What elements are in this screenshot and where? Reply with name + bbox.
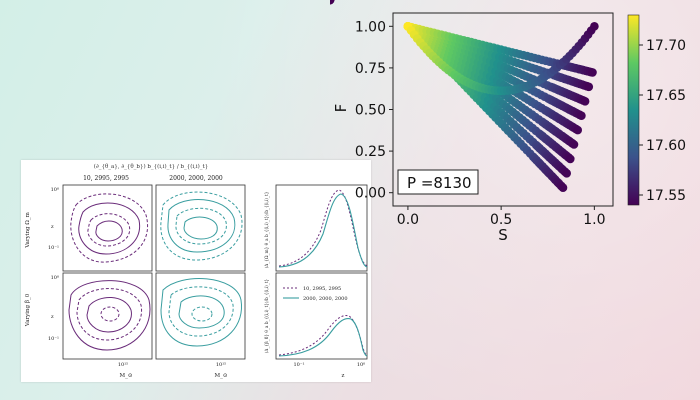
scatter-point bbox=[562, 169, 571, 178]
scatter-point bbox=[590, 22, 599, 31]
contour-xtick-2: 10¹⁵ bbox=[216, 362, 226, 368]
contour-ytick-mid-2: 10⁻¹ bbox=[48, 336, 59, 342]
paper-figure-title: (∂_{θ_a}, ∂_{θ_b}) b_{(i,i)_t} / b_{(i,i… bbox=[94, 163, 209, 170]
scatter-point bbox=[584, 82, 594, 92]
scatter-point bbox=[325, 0, 335, 5]
x-tick-label: 0.5 bbox=[490, 212, 512, 228]
contour-panel-3: 10⁰ 10⁻¹ z 10¹⁵ M_⊙ bbox=[48, 272, 153, 379]
y-tick-label: 0.50 bbox=[355, 103, 386, 119]
line-legend: 10, 2995, 2995 2000, 2000, 2000 bbox=[283, 286, 348, 302]
line-panel-bottom: 10, 2995, 2995 2000, 2000, 2000 ⟨Δ_{β_0}… bbox=[264, 272, 368, 379]
contour-xlabel-1: M_⊙ bbox=[120, 373, 133, 379]
col1-title: 10, 2995, 2995 bbox=[83, 175, 129, 182]
y-axis-label: F bbox=[332, 104, 350, 113]
y-tick-label: 1.00 bbox=[355, 19, 386, 35]
scatter-point bbox=[573, 125, 582, 135]
contour-xlabel-2: M_⊙ bbox=[215, 373, 228, 379]
row2-label: Varying β_0 bbox=[25, 293, 31, 327]
y-tick-label: 0.75 bbox=[355, 61, 386, 77]
line-ylabel-top: ⟨Δ_{Ω_m} θ_a b_{(i,i)_t}⟩/b_{(i,i)_t} bbox=[264, 191, 269, 268]
scatter-figure: 0.0 0.5 1.0 0.00 0.25 0.50 0.75 1.00 P =8130 S … bbox=[325, 0, 700, 250]
annotation-text: P =8130 bbox=[407, 174, 472, 192]
scatter-point bbox=[558, 183, 568, 192]
legend-item-2: 2000, 2000, 2000 bbox=[303, 296, 348, 302]
line-panel-top: ⟨Δ_{Ω_m} θ_a b_{(i,i)_t}⟩/b_{(i,i)_t} bbox=[264, 184, 368, 272]
paper-figure-svg: (∂_{θ_a}, ∂_{θ_b}) b_{(i,i)_t} / b_{(i,i… bbox=[25, 163, 368, 379]
row1-label: Varying Ω_m bbox=[25, 211, 31, 248]
y-tick-label: 0.25 bbox=[355, 144, 386, 160]
scatter-point bbox=[569, 140, 579, 149]
scatter-point bbox=[566, 154, 575, 164]
scatter-point bbox=[580, 97, 590, 106]
contour-panel-2 bbox=[155, 184, 246, 272]
colorbar bbox=[627, 14, 640, 206]
contour-panel-4: 10¹⁵ M_⊙ bbox=[155, 272, 246, 379]
scatter-point bbox=[577, 111, 586, 120]
contour-panel-1: 10⁰ 10⁻¹ z bbox=[48, 184, 153, 272]
scatter-chart: 0.0 0.5 1.00.000.250.500.751.00 P =8130 S … bbox=[325, 0, 686, 244]
colorbar-ticks: 17.70 17.65 17.60 17.55 bbox=[639, 38, 686, 204]
contour-ylabel-2: z bbox=[51, 314, 54, 320]
axis-ticks: 0.0 0.5 1.0 0.00 0.25 0.50 0.75 1.00 bbox=[355, 19, 606, 228]
x-tick-label: 1.0 bbox=[583, 212, 605, 228]
line-xlabel: z bbox=[342, 373, 345, 379]
line-xtick-1: 10⁻¹ bbox=[293, 362, 304, 368]
scatter-points bbox=[325, 0, 599, 192]
colorbar-tick-label: 17.60 bbox=[646, 138, 686, 154]
annotation-box bbox=[397, 169, 479, 195]
colorbar-tick-label: 17.65 bbox=[646, 88, 686, 104]
line-xtick-2: 10⁰ bbox=[357, 362, 365, 368]
colorbar-tick-label: 17.55 bbox=[646, 188, 686, 204]
line-ylabel-bottom: ⟨Δ_{β_0} θ_a b_{(i,i)_t}⟩/b_{(i,i)_t} bbox=[264, 278, 269, 353]
scatter-point bbox=[588, 68, 597, 77]
colorbar-tick-label: 17.70 bbox=[646, 38, 686, 54]
contour-ytick-top-2: 10⁰ bbox=[51, 275, 59, 281]
contour-xtick-1: 10¹⁵ bbox=[118, 362, 128, 368]
paper-figure: (∂_{θ_a}, ∂_{θ_b}) b_{(i,i)_t} / b_{(i,i… bbox=[21, 160, 371, 382]
contour-ytick-top: 10⁰ bbox=[51, 187, 59, 193]
legend-item-1: 10, 2995, 2995 bbox=[303, 286, 341, 292]
col2-title: 2000, 2000, 2000 bbox=[169, 175, 223, 182]
contour-ylabel: z bbox=[51, 224, 54, 230]
y-tick-label: 0.00 bbox=[355, 186, 386, 202]
contour-ytick-mid: 10⁻¹ bbox=[48, 245, 59, 251]
x-axis-label: S bbox=[498, 226, 508, 244]
x-tick-label: 0.0 bbox=[397, 212, 419, 228]
